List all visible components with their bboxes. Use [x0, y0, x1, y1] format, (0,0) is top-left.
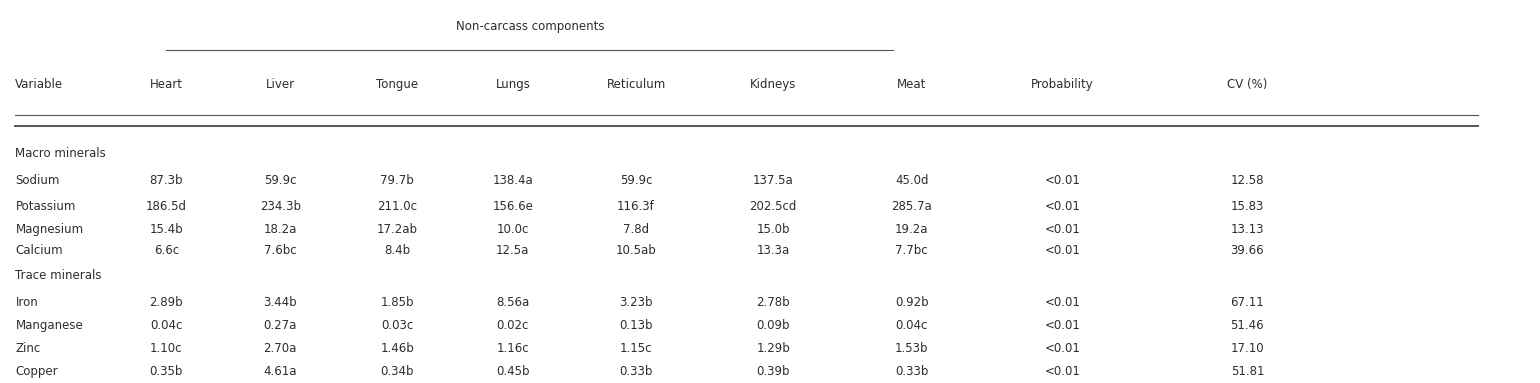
Text: 137.5a: 137.5a	[753, 173, 793, 187]
Text: 87.3b: 87.3b	[149, 173, 183, 187]
Text: Sodium: Sodium	[15, 173, 60, 187]
Text: Iron: Iron	[15, 296, 38, 309]
Text: 17.10: 17.10	[1230, 342, 1264, 355]
Text: Macro minerals: Macro minerals	[15, 147, 106, 160]
Text: Zinc: Zinc	[15, 342, 40, 355]
Text: 1.46b: 1.46b	[380, 342, 414, 355]
Text: 8.4b: 8.4b	[385, 244, 410, 257]
Text: <0.01: <0.01	[1044, 296, 1081, 309]
Text: 0.02c: 0.02c	[496, 319, 530, 332]
Text: 0.04c: 0.04c	[895, 319, 929, 332]
Text: 51.46: 51.46	[1230, 319, 1264, 332]
Text: Heart: Heart	[149, 78, 183, 91]
Text: Manganese: Manganese	[15, 319, 83, 332]
Text: 17.2ab: 17.2ab	[377, 223, 417, 236]
Text: Meat: Meat	[896, 78, 927, 91]
Text: 0.27a: 0.27a	[263, 319, 297, 332]
Text: 6.6c: 6.6c	[154, 244, 179, 257]
Text: <0.01: <0.01	[1044, 244, 1081, 257]
Text: 3.44b: 3.44b	[263, 296, 297, 309]
Text: 0.13b: 0.13b	[619, 319, 653, 332]
Text: 116.3f: 116.3f	[618, 200, 654, 213]
Text: <0.01: <0.01	[1044, 200, 1081, 213]
Text: 0.45b: 0.45b	[496, 365, 530, 378]
Text: 13.13: 13.13	[1230, 223, 1264, 236]
Text: 0.09b: 0.09b	[756, 319, 790, 332]
Text: 202.5cd: 202.5cd	[750, 200, 796, 213]
Text: 1.85b: 1.85b	[380, 296, 414, 309]
Text: 2.78b: 2.78b	[756, 296, 790, 309]
Text: Magnesium: Magnesium	[15, 223, 83, 236]
Text: 285.7a: 285.7a	[892, 200, 932, 213]
Text: 3.23b: 3.23b	[619, 296, 653, 309]
Text: 7.7bc: 7.7bc	[895, 244, 929, 257]
Text: 79.7b: 79.7b	[380, 173, 414, 187]
Text: Probability: Probability	[1032, 78, 1093, 91]
Text: 15.0b: 15.0b	[756, 223, 790, 236]
Text: <0.01: <0.01	[1044, 223, 1081, 236]
Text: 39.66: 39.66	[1230, 244, 1264, 257]
Text: 4.61a: 4.61a	[263, 365, 297, 378]
Text: 67.11: 67.11	[1230, 296, 1264, 309]
Text: 2.89b: 2.89b	[149, 296, 183, 309]
Text: 7.8d: 7.8d	[624, 223, 648, 236]
Text: <0.01: <0.01	[1044, 319, 1081, 332]
Text: Variable: Variable	[15, 78, 63, 91]
Text: 1.29b: 1.29b	[756, 342, 790, 355]
Text: Kidneys: Kidneys	[750, 78, 796, 91]
Text: 2.70a: 2.70a	[263, 342, 297, 355]
Text: 211.0c: 211.0c	[377, 200, 417, 213]
Text: 59.9c: 59.9c	[263, 173, 297, 187]
Text: Potassium: Potassium	[15, 200, 75, 213]
Text: 12.58: 12.58	[1230, 173, 1264, 187]
Text: 1.16c: 1.16c	[496, 342, 530, 355]
Text: Lungs: Lungs	[496, 78, 530, 91]
Text: 234.3b: 234.3b	[260, 200, 300, 213]
Text: CV (%): CV (%)	[1227, 78, 1267, 91]
Text: Non-carcass components: Non-carcass components	[456, 20, 604, 33]
Text: 13.3a: 13.3a	[756, 244, 790, 257]
Text: 59.9c: 59.9c	[619, 173, 653, 187]
Text: 45.0d: 45.0d	[895, 173, 929, 187]
Text: Tongue: Tongue	[376, 78, 419, 91]
Text: 0.34b: 0.34b	[380, 365, 414, 378]
Text: <0.01: <0.01	[1044, 173, 1081, 187]
Text: 8.56a: 8.56a	[496, 296, 530, 309]
Text: 15.83: 15.83	[1230, 200, 1264, 213]
Text: <0.01: <0.01	[1044, 342, 1081, 355]
Text: Trace minerals: Trace minerals	[15, 269, 102, 282]
Text: 0.33b: 0.33b	[895, 365, 929, 378]
Text: 0.35b: 0.35b	[149, 365, 183, 378]
Text: 0.92b: 0.92b	[895, 296, 929, 309]
Text: Calcium: Calcium	[15, 244, 63, 257]
Text: Reticulum: Reticulum	[607, 78, 665, 91]
Text: 10.5ab: 10.5ab	[616, 244, 656, 257]
Text: 0.04c: 0.04c	[149, 319, 183, 332]
Text: 51.81: 51.81	[1230, 365, 1264, 378]
Text: <0.01: <0.01	[1044, 365, 1081, 378]
Text: 0.39b: 0.39b	[756, 365, 790, 378]
Text: 18.2a: 18.2a	[263, 223, 297, 236]
Text: 15.4b: 15.4b	[149, 223, 183, 236]
Text: 156.6e: 156.6e	[493, 200, 533, 213]
Text: 1.53b: 1.53b	[895, 342, 929, 355]
Text: 10.0c: 10.0c	[496, 223, 530, 236]
Text: Copper: Copper	[15, 365, 59, 378]
Text: 138.4a: 138.4a	[493, 173, 533, 187]
Text: 7.6bc: 7.6bc	[263, 244, 297, 257]
Text: 19.2a: 19.2a	[895, 223, 929, 236]
Text: 1.10c: 1.10c	[149, 342, 183, 355]
Text: Liver: Liver	[266, 78, 294, 91]
Text: 186.5d: 186.5d	[146, 200, 186, 213]
Text: 12.5a: 12.5a	[496, 244, 530, 257]
Text: 0.33b: 0.33b	[619, 365, 653, 378]
Text: 1.15c: 1.15c	[619, 342, 653, 355]
Text: 0.03c: 0.03c	[382, 319, 413, 332]
